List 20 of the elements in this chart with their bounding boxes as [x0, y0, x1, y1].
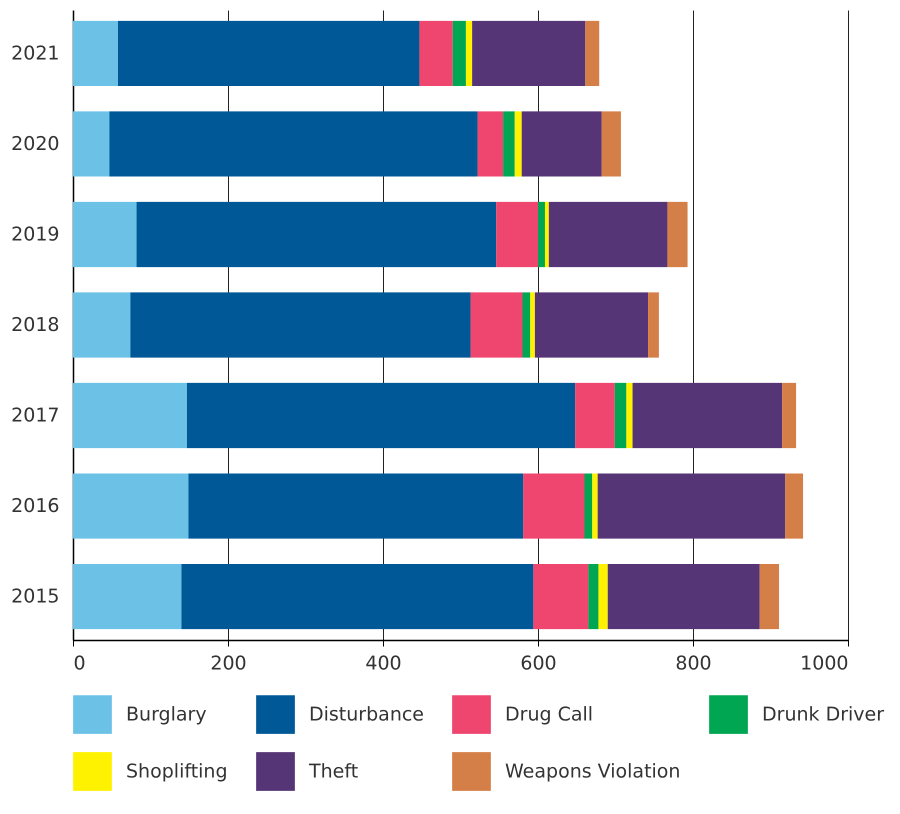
legend-label: Shoplifting	[126, 760, 228, 782]
y-tick-label: 2015	[11, 586, 60, 608]
x-tick-label: 1000	[800, 652, 848, 674]
x-tick-label: 200	[210, 652, 247, 674]
y-tick-label: 2021	[11, 42, 60, 64]
y-tick-label: 2019	[11, 223, 60, 246]
y-tick-label: 2018	[11, 314, 60, 336]
x-tick-label: 600	[520, 652, 557, 674]
y-tick-label: 2016	[11, 495, 60, 518]
x-tick-label: 0	[74, 652, 86, 674]
legend-label: Drug Call	[505, 704, 594, 726]
x-tick-label: 400	[365, 652, 402, 674]
y-tick-label: 2020	[11, 132, 60, 155]
legend-label: Drunk Driver	[762, 704, 884, 726]
legend-label: Disturbance	[309, 704, 424, 726]
legend-label: Weapons Violation	[505, 760, 680, 782]
legend-label: Theft	[308, 760, 358, 782]
x-tick-label: 800	[675, 652, 712, 674]
legend-label: Burglary	[126, 704, 207, 726]
y-tick-label: 2017	[11, 404, 60, 427]
